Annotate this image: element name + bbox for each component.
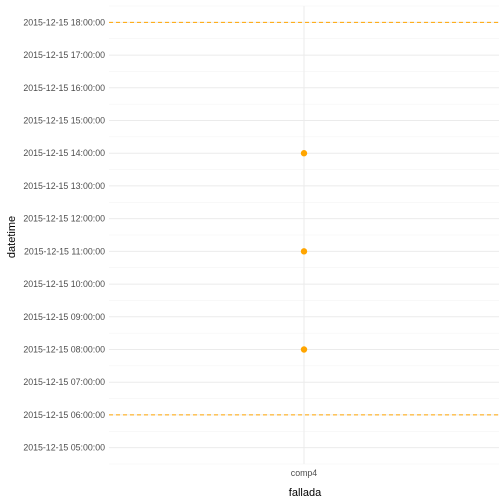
y-tick-label: 2015-12-15 07:00:00 [23, 377, 105, 387]
reference-lines [109, 21, 499, 416]
y-tick-label: 2015-12-15 14:00:00 [23, 148, 105, 158]
y-tick-label: 2015-12-15 08:00:00 [23, 345, 105, 355]
y-tick-label: 2015-12-15 09:00:00 [23, 312, 105, 322]
x-tick-label: comp4 [291, 468, 318, 478]
y-tick-label: 2015-12-15 18:00:00 [23, 17, 105, 27]
y-tick-label: 2015-12-15 13:00:00 [23, 181, 105, 191]
data-points [300, 150, 308, 353]
data-point [300, 150, 308, 157]
y-tick-label: 2015-12-15 10:00:00 [23, 279, 105, 289]
y-tick-label: 2015-12-15 17:00:00 [23, 50, 105, 60]
y-tick-label: 2015-12-15 06:00:00 [23, 410, 105, 420]
y-tick-label: 2015-12-15 16:00:00 [23, 83, 105, 93]
y-tick-label: 2015-12-15 12:00:00 [23, 214, 105, 224]
data-point [300, 346, 308, 353]
y-tick-label: 2015-12-15 15:00:00 [23, 116, 105, 126]
y-axis-tick-labels: 2015-12-15 05:00:00 2015-12-15 06:00:00 20… [23, 17, 105, 452]
x-axis-tick-labels: comp4 [291, 468, 318, 478]
y-tick-label: 2015-12-15 05:00:00 [23, 443, 105, 453]
x-axis-title: fallada [289, 487, 322, 499]
data-point [300, 248, 308, 255]
y-axis-title: datetime [6, 216, 18, 258]
y-tick-label: 2015-12-15 11:00:00 [24, 246, 105, 256]
